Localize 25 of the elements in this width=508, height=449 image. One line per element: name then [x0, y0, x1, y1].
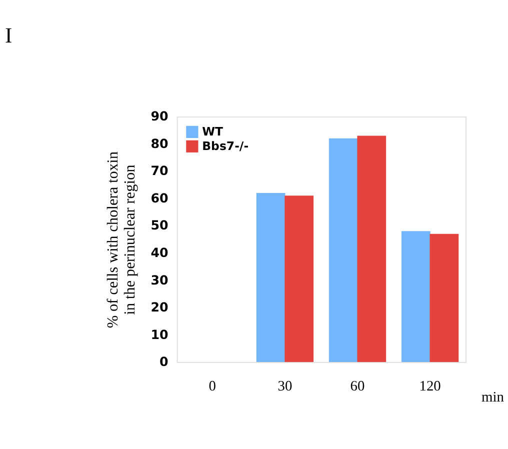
chart-title: I — [4, 24, 12, 48]
bar — [284, 196, 314, 362]
y-tick-label: 0 — [159, 354, 168, 370]
bar — [328, 138, 358, 362]
bar — [430, 234, 459, 362]
y-tick-label: 20 — [150, 300, 168, 315]
x-tick-label: 0 — [208, 378, 216, 394]
bar — [401, 231, 430, 362]
x-tick-label: 30 — [278, 378, 292, 394]
y-tick-label: 50 — [150, 218, 168, 233]
y-tick-label: 70 — [150, 163, 168, 178]
x-axis-title: min — [482, 389, 504, 406]
legend-label: WT — [202, 124, 224, 139]
legend-label: Bbs7-/- — [202, 138, 249, 153]
bar — [256, 192, 286, 362]
bar — [357, 136, 386, 362]
x-tick-label: 60 — [350, 378, 365, 394]
y-axis-title: % of cells with cholera toxin in the perinuclear region — [104, 151, 138, 328]
y-tick-label: 40 — [150, 245, 168, 260]
y-tick-label: 60 — [150, 190, 168, 206]
y-tick-label: 80 — [150, 136, 168, 151]
y-tick-label: 30 — [150, 272, 168, 288]
y-tick-label: 10 — [150, 326, 168, 342]
y-tick-label: 90 — [150, 108, 168, 124]
x-tick-label: 120 — [419, 378, 441, 394]
